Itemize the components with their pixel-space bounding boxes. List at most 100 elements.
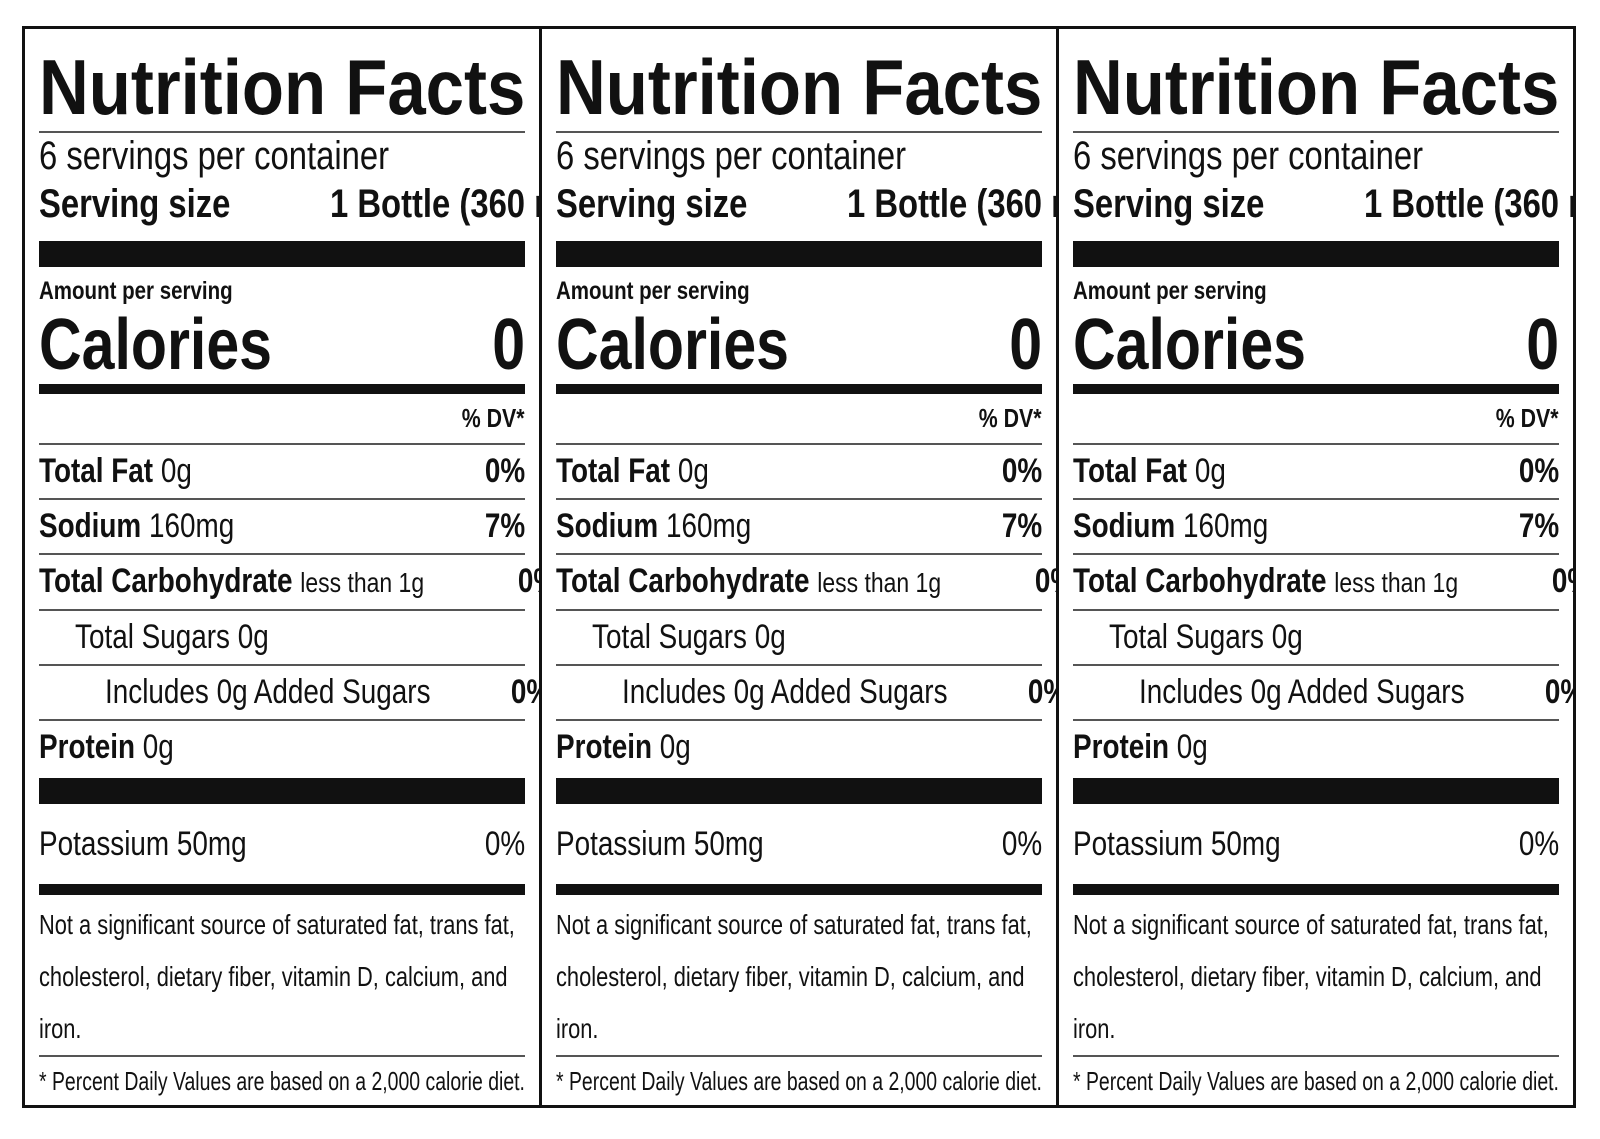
nutrient-name: Sodium (39, 507, 142, 546)
dv-header-row: % DV* (1073, 394, 1559, 446)
serving-size-value: 1 Bottle (360 mL) (847, 182, 1056, 226)
nutrient-row: Sodium 160mg 7% (39, 500, 525, 556)
title-row: Nutrition Facts (1073, 43, 1559, 133)
nutrient-amount: 0g (142, 728, 174, 767)
footnote-row: * Percent Daily Values are based on a 2,… (556, 1057, 1042, 1105)
nutrient-amount: 0g (659, 728, 691, 767)
nutrient-name: Total Sugars (592, 618, 747, 657)
nutrient-label: Total Sugars 0g (592, 611, 786, 664)
nutrient-name: Includes 0g Added Sugars (622, 673, 948, 712)
nutrient-amount: less than 1g (817, 567, 942, 599)
nutrient-amount: 0g (677, 452, 709, 491)
nutrient-amount: 160mg (148, 507, 235, 546)
servings: 6 servings per container (39, 134, 390, 178)
nutrient-row: Sodium 160mg 7% (1073, 500, 1559, 556)
nutrient-name: Total Carbohydrate (39, 562, 293, 601)
nutrient-name: Total Sugars (75, 618, 230, 657)
calories-value: 0 (1526, 304, 1559, 385)
nutrient-row: Sodium 160mg 7% (556, 500, 1042, 556)
nutrient-name: Includes 0g Added Sugars (105, 673, 431, 712)
thick-bar (1073, 778, 1559, 804)
nutrient-name: Includes 0g Added Sugars (1139, 673, 1465, 712)
footnote: * Percent Daily Values are based on a 2,… (1073, 1066, 1559, 1096)
footnote-row: Not a significant source of saturated fa… (39, 895, 525, 1057)
thick-bar (39, 241, 525, 267)
nutrient-name: Protein (39, 728, 136, 767)
potassium-label: Potassium 50mg (1073, 804, 1281, 884)
calories-label: Calories (1073, 304, 1306, 385)
title: Nutrition Facts (1073, 43, 1560, 131)
potassium-amount: 50mg (1210, 825, 1281, 863)
nutrient-row: Total Carbohydrate less than 1g 0% (556, 555, 1056, 612)
nutrient-row: Protein 0g (39, 721, 525, 774)
footnote: Not a significant source of saturated fa… (556, 909, 1032, 1044)
medium-bar (39, 884, 525, 895)
dv-header: % DV* (462, 403, 525, 434)
dv-header: % DV* (979, 403, 1042, 434)
potassium-row: Potassium 50mg 0% (39, 804, 525, 884)
nutrient-row: Total Fat 0g 0% (39, 445, 525, 501)
calories-value: 0 (492, 304, 525, 385)
footnote: Not a significant source of saturated fa… (1073, 909, 1549, 1044)
nutrient-dv: 7% (1001, 507, 1042, 546)
servings-row: 6 servings per container (556, 133, 1042, 179)
potassium-amount: 50mg (693, 825, 764, 863)
nutrient-dv: 7% (484, 507, 525, 546)
potassium-name: Potassium (556, 825, 687, 863)
servings-row: 6 servings per container (1073, 133, 1559, 179)
nutrition-panel: Nutrition Facts 6 servings per container S… (25, 29, 542, 1105)
nutrient-row: Protein 0g (556, 721, 1042, 774)
nutrient-label: Includes 0g Added Sugars (622, 666, 948, 719)
thick-bar (39, 778, 525, 804)
calories-label: Calories (556, 304, 789, 385)
title-row: Nutrition Facts (39, 43, 525, 133)
amount-row: Amount per serving (556, 277, 1042, 306)
nutrient-label: Total Fat 0g (1073, 445, 1226, 498)
nutrient-row: Total Sugars 0g (39, 611, 525, 667)
serving-size-row: Serving size 1 Bottle (360 mL) (1073, 179, 1573, 229)
nutrient-label: Includes 0g Added Sugars (105, 666, 431, 719)
nutrient-amount: 0g (160, 452, 192, 491)
nutrient-dv: 0% (1544, 673, 1573, 712)
serving-size-value: 1 Bottle (360 mL) (1364, 182, 1573, 226)
nutrient-label: Sodium 160mg (1073, 500, 1268, 553)
potassium-amount: 50mg (176, 825, 247, 863)
nutrient-dv: 7% (1518, 507, 1559, 546)
nutrition-panel: Nutrition Facts 6 servings per container S… (542, 29, 1059, 1105)
servings: 6 servings per container (1073, 134, 1424, 178)
nutrient-label: Protein 0g (39, 721, 174, 774)
title: Nutrition Facts (556, 43, 1043, 131)
serving-size-label: Serving size (39, 182, 231, 226)
footnote: * Percent Daily Values are based on a 2,… (556, 1066, 1042, 1096)
nutrient-amount: less than 1g (1334, 567, 1459, 599)
nutrient-label: Total Fat 0g (39, 445, 192, 498)
nutrient-dv: 0% (510, 673, 539, 712)
nutrient-label: Total Fat 0g (556, 445, 709, 498)
nutrition-panel: Nutrition Facts 6 servings per container S… (1059, 29, 1573, 1105)
dv-header-row: % DV* (556, 394, 1042, 446)
nutrient-amount: 0g (1194, 452, 1226, 491)
nutrition-labels: Nutrition Facts 6 servings per container S… (22, 26, 1576, 1108)
dv-header-row: % DV* (39, 394, 525, 446)
nutrient-amount: 160mg (665, 507, 752, 546)
serving-size-row: Serving size 1 Bottle (360 mL) (556, 179, 1056, 229)
nutrient-amount: less than 1g (300, 567, 425, 599)
medium-bar (1073, 383, 1559, 394)
nutrient-label: Total Sugars 0g (1109, 611, 1303, 664)
nutrient-amount: 0g (754, 618, 786, 657)
nutrient-amount: 160mg (1182, 507, 1269, 546)
nutrient-row: Total Fat 0g 0% (556, 445, 1042, 501)
nutrient-dv: 0% (484, 452, 525, 491)
serving-size-label: Serving size (556, 182, 748, 226)
footnote: * Percent Daily Values are based on a 2,… (39, 1066, 525, 1096)
potassium-dv: 0% (1001, 825, 1042, 863)
potassium-dv: 0% (1518, 825, 1559, 863)
nutrient-row: Total Carbohydrate less than 1g 0% (1073, 555, 1573, 612)
nutrient-dv: 0% (1518, 452, 1559, 491)
nutrient-dv: 0% (1027, 673, 1056, 712)
nutrient-label: Protein 0g (1073, 721, 1208, 774)
nutrient-amount: 0g (237, 618, 269, 657)
footnote-row: * Percent Daily Values are based on a 2,… (39, 1057, 525, 1105)
medium-bar (1073, 884, 1559, 895)
footnote-row: Not a significant source of saturated fa… (556, 895, 1042, 1057)
